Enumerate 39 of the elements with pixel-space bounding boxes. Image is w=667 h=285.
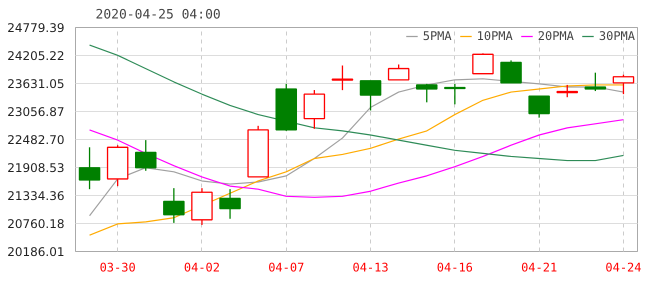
x-tick-label: 04-02	[184, 260, 220, 274]
chart-title: 2020-04-25 04:00	[96, 8, 221, 22]
y-tick-label: 23631.05	[7, 77, 65, 91]
x-tick-label: 04-13	[352, 260, 389, 274]
candlestick	[472, 52, 494, 74]
candlestick	[556, 84, 578, 98]
line-series	[88, 119, 624, 198]
y-tick-label: 20186.01	[7, 245, 65, 259]
legend-label: 20PMA	[538, 29, 574, 43]
candlestick	[134, 139, 157, 172]
y-tick-label: 21334.36	[7, 189, 65, 203]
x-tick-label: 04-16	[436, 260, 473, 274]
candlestick	[584, 72, 606, 92]
y-tick-label: 24779.39	[7, 21, 65, 35]
candlestick	[360, 80, 382, 112]
y-tick-label: 21908.53	[7, 161, 65, 175]
y-tick-label: 23056.87	[7, 105, 65, 119]
y-tick-label: 20760.18	[7, 217, 65, 231]
candlestick	[612, 74, 634, 95]
line-series	[88, 84, 624, 236]
x-tick-label: 04-07	[268, 260, 304, 274]
legend-label: 10PMA	[476, 29, 513, 43]
candlestick	[219, 188, 241, 220]
candlestick	[528, 96, 550, 118]
x-tick-label: 04-24	[605, 260, 642, 274]
candlestick	[416, 83, 438, 103]
y-tick-label: 24205.22	[7, 49, 65, 63]
candlestick	[500, 60, 522, 84]
x-tick-label: 04-21	[521, 260, 558, 274]
legend-label: 5PMA	[422, 29, 452, 43]
candlestick	[78, 146, 100, 190]
candlestick	[163, 188, 185, 224]
legend-label: 30PMA	[598, 29, 635, 43]
y-tick-label: 22482.70	[7, 133, 65, 147]
line-series	[88, 78, 624, 216]
x-tick-label: 03-30	[100, 260, 136, 274]
candlestick	[332, 64, 354, 91]
candlestick	[388, 64, 410, 80]
line-series	[88, 44, 624, 162]
